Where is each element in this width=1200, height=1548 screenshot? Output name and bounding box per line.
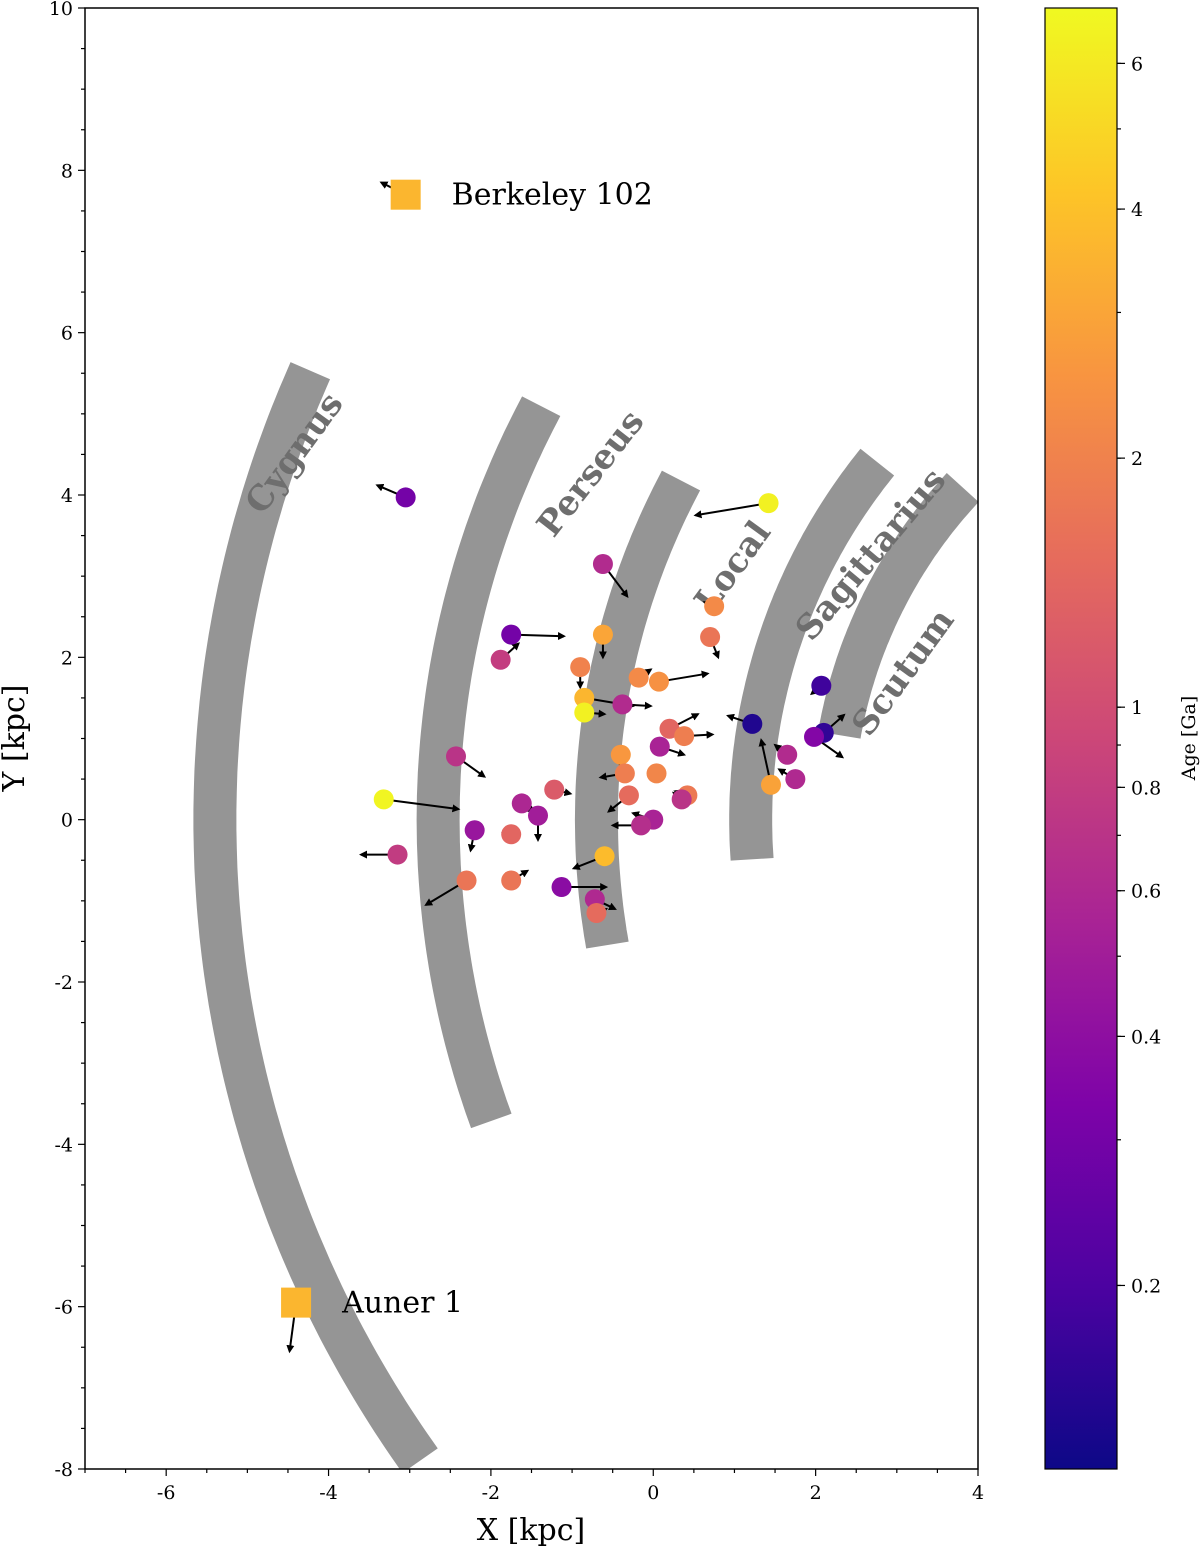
colorbar-tick-label: 0.4 bbox=[1131, 1026, 1161, 1048]
cluster-point bbox=[742, 713, 763, 734]
x-tick-label: 2 bbox=[810, 1482, 822, 1504]
cluster-point bbox=[592, 624, 613, 645]
colorbar bbox=[1044, 7, 1118, 1470]
spiral-arm-sagittarius bbox=[729, 448, 895, 861]
x-tick-label: -2 bbox=[482, 1482, 501, 1504]
y-tick-label: 8 bbox=[61, 160, 73, 182]
cluster-point bbox=[804, 726, 825, 747]
spiral-arm-perseus bbox=[416, 396, 561, 1129]
cluster-square-marker bbox=[390, 179, 421, 210]
cluster-point bbox=[464, 820, 485, 841]
cluster-point bbox=[511, 793, 532, 814]
cluster-point bbox=[570, 657, 591, 678]
cluster-point bbox=[760, 774, 781, 795]
cluster-point bbox=[574, 702, 595, 723]
y-tick-label: 4 bbox=[61, 485, 73, 507]
colorbar-tick-label: 4 bbox=[1131, 199, 1143, 221]
cluster-point bbox=[501, 870, 522, 891]
cluster-point bbox=[671, 789, 692, 810]
cluster-point bbox=[373, 789, 394, 810]
cluster-point bbox=[446, 746, 467, 767]
y-tick-label: 2 bbox=[61, 647, 73, 669]
cluster-point bbox=[544, 779, 565, 800]
colorbar-tick-label: 6 bbox=[1131, 53, 1143, 75]
colorbar-tick-label: 1 bbox=[1131, 697, 1143, 719]
y-tick-label: -4 bbox=[54, 1134, 73, 1156]
cluster-point bbox=[501, 824, 522, 845]
colorbar-label: Age [Ga] bbox=[1178, 696, 1200, 782]
y-tick-label: 10 bbox=[49, 0, 73, 20]
cluster-point bbox=[612, 694, 633, 715]
x-tick-label: -6 bbox=[157, 1482, 176, 1504]
cluster-point bbox=[649, 736, 670, 757]
x-axis-label: X [kpc] bbox=[477, 1513, 586, 1548]
colorbar-tick-label: 0.8 bbox=[1131, 777, 1161, 799]
arm-label-local: Local bbox=[687, 514, 780, 620]
y-tick-label: -2 bbox=[54, 972, 73, 994]
y-tick-label: 0 bbox=[61, 810, 73, 832]
x-tick-label: 4 bbox=[972, 1482, 984, 1504]
cluster-point bbox=[631, 815, 652, 836]
cluster-point bbox=[387, 844, 408, 865]
cluster-point bbox=[628, 667, 649, 688]
cluster-point bbox=[700, 627, 721, 648]
spiral-arm-scutum bbox=[818, 473, 978, 739]
cluster-point bbox=[586, 903, 607, 924]
x-tick-label: -4 bbox=[319, 1482, 338, 1504]
cluster-point bbox=[618, 785, 639, 806]
cluster-point bbox=[490, 649, 511, 670]
cluster-point bbox=[527, 805, 548, 826]
cluster-point bbox=[456, 870, 477, 891]
velocity-arrow bbox=[693, 502, 769, 519]
cluster-point bbox=[785, 769, 806, 790]
cluster-point bbox=[592, 553, 613, 574]
cluster-point bbox=[704, 596, 725, 617]
cluster-point bbox=[758, 493, 779, 514]
y-tick-label: -6 bbox=[54, 1297, 73, 1319]
cluster-point bbox=[574, 687, 595, 708]
cluster-square-marker bbox=[281, 1287, 312, 1318]
spiral-arm-local bbox=[574, 470, 701, 949]
spiral-arm-cygnus bbox=[193, 362, 438, 1469]
colorbar-tick-label: 0.6 bbox=[1131, 881, 1161, 903]
colorbar-tick-label: 0.2 bbox=[1131, 1275, 1161, 1297]
cluster-point bbox=[648, 671, 669, 692]
cluster-point bbox=[501, 624, 522, 645]
y-axis-label: Y [kpc] bbox=[0, 685, 32, 793]
colorbar-tick-label: 2 bbox=[1131, 448, 1143, 470]
x-tick-label: 0 bbox=[647, 1482, 659, 1504]
cluster-point bbox=[674, 726, 695, 747]
cluster-point bbox=[811, 675, 832, 696]
cluster-point bbox=[551, 877, 572, 898]
cluster-point bbox=[594, 846, 615, 867]
cluster-point bbox=[610, 744, 631, 765]
cluster-point bbox=[614, 763, 635, 784]
velocity-arrow bbox=[383, 798, 461, 813]
cluster-point bbox=[646, 763, 667, 784]
cluster-point bbox=[777, 744, 798, 765]
cluster-annotation: Auner 1 bbox=[341, 1286, 463, 1321]
cluster-point bbox=[395, 487, 416, 508]
y-tick-label: -8 bbox=[54, 1459, 73, 1481]
cluster-annotation: Berkeley 102 bbox=[452, 178, 653, 213]
y-tick-label: 6 bbox=[61, 323, 73, 345]
